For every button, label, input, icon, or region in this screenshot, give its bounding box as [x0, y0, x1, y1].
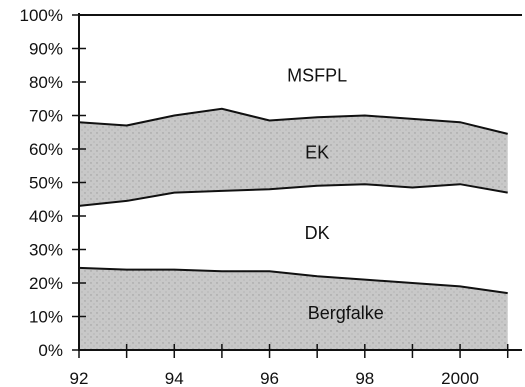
series-boundary-lines [78, 107, 508, 295]
y-tick-label: 50% [29, 174, 63, 193]
y-tick-label: 90% [29, 40, 63, 59]
series-labels: Bergfalke DK EK MSFPL [287, 65, 384, 323]
x-tick-label: 96 [260, 369, 279, 387]
area-band-bergfalke [79, 267, 508, 350]
y-tick-label: 20% [29, 274, 63, 293]
x-tick-label: 94 [165, 369, 184, 387]
series-label-dk: DK [305, 223, 330, 243]
boundary-line-bergfalke-top [78, 266, 508, 295]
axes: 0% 10% 20% 30% 40% 50% 60% 70% 80% 90% 100% 92 94 96 9… [20, 6, 522, 387]
y-tick-label: 40% [29, 207, 63, 226]
boundary-line-ek-top [78, 107, 508, 135]
boundary-line-dk-top [78, 183, 508, 207]
x-tick-label: 98 [355, 369, 374, 387]
y-tick-label: 30% [29, 241, 63, 260]
x-tick-label: 92 [70, 369, 89, 387]
area-bands [79, 15, 508, 350]
series-label-bergfalke: Bergfalke [308, 303, 384, 323]
y-tick-label: 80% [29, 73, 63, 92]
area-band-dk [79, 184, 508, 294]
x-tick-label: 2000 [441, 369, 479, 387]
y-tick-label: 100% [20, 6, 63, 25]
y-tick-label: 60% [29, 140, 63, 159]
area-band-ek [79, 108, 508, 206]
y-tick-label: 10% [29, 308, 63, 327]
area-band-msfpl [79, 15, 508, 134]
y-tick-label: 0% [38, 341, 63, 360]
series-label-msfpl: MSFPL [287, 65, 347, 85]
y-tick-label: 70% [29, 107, 63, 126]
series-label-ek: EK [305, 142, 329, 162]
